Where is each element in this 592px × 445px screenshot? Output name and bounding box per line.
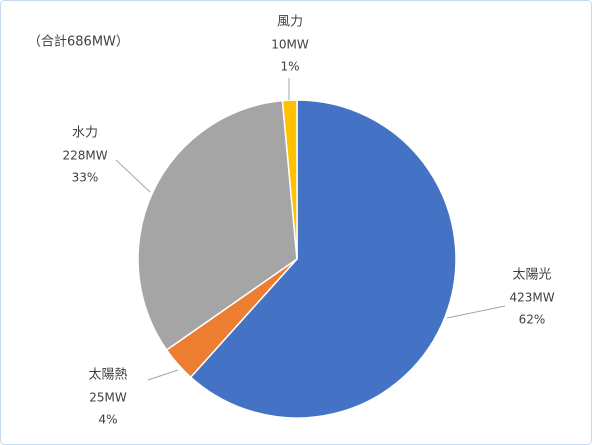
value-label: 25MW — [89, 391, 127, 405]
value-label: 423MW — [509, 291, 554, 305]
category-label: 風力 — [277, 15, 303, 30]
percent-label: 4% — [98, 413, 117, 427]
value-label: 10MW — [271, 38, 309, 52]
category-label: 太陽熱 — [88, 368, 127, 383]
percent-label: 1% — [280, 60, 299, 74]
percent-label: 33% — [72, 171, 99, 185]
pie-slice — [137, 99, 298, 352]
value-label: 228MW — [62, 149, 107, 163]
pie-slice — [281, 99, 298, 260]
percent-label: 62% — [519, 313, 546, 327]
leader-line — [147, 369, 179, 381]
pie-slice — [189, 99, 457, 419]
leader-line — [115, 159, 151, 193]
category-label: 水力 — [72, 126, 98, 141]
leader-line — [446, 305, 506, 319]
annotation: （合計686MW） — [28, 34, 129, 50]
category-label: 太陽光 — [512, 268, 551, 283]
